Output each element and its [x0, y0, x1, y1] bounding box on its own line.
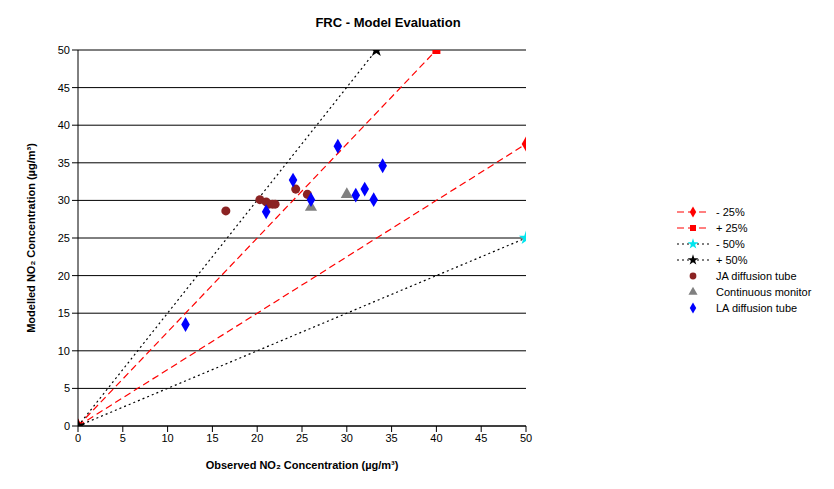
svg-text:40: 40 — [58, 119, 70, 131]
html-text:LA diffusion tube: LA diffusion tube — [716, 301, 798, 314]
svg-text:35: 35 — [58, 157, 70, 169]
svg-text:5: 5 — [120, 432, 126, 444]
svg-text:30: 30 — [58, 194, 70, 206]
html-text:- 25%: - 25% — [716, 205, 745, 218]
html-text:+ 25%: + 25% — [716, 221, 748, 234]
svg-text:25: 25 — [58, 232, 70, 244]
svg-text:35: 35 — [385, 432, 397, 444]
svg-text:15: 15 — [206, 432, 218, 444]
svg-text:25: 25 — [296, 432, 308, 444]
svg-text:45: 45 — [475, 432, 487, 444]
svg-text:15: 15 — [58, 307, 70, 319]
svg-text:40: 40 — [430, 432, 442, 444]
html-text:- 50%: - 50% — [716, 237, 745, 250]
html-text:Continuous monitor: Continuous monitor — [716, 285, 812, 298]
svg-text:20: 20 — [58, 270, 70, 282]
svg-text:50: 50 — [58, 44, 70, 56]
svg-text:0: 0 — [75, 432, 81, 444]
html-text:JA diffusion tube: JA diffusion tube — [716, 269, 797, 282]
svg-text:50: 50 — [520, 432, 532, 444]
svg-text:0: 0 — [64, 420, 70, 432]
html-text:FRC - Model Evaluation: FRC - Model Evaluation — [315, 15, 461, 30]
svg-text:Observed NO₂ Concentration (µg: Observed NO₂ Concentration (µg/m³) — [206, 459, 399, 471]
svg-text:Modelled NO₂ Concentration (µg: Modelled NO₂ Concentration (µg/m³) — [25, 143, 37, 333]
svg-text:10: 10 — [58, 345, 70, 357]
svg-text:45: 45 — [58, 82, 70, 94]
svg-text:5: 5 — [64, 382, 70, 394]
svg-text:30: 30 — [341, 432, 353, 444]
svg-text:20: 20 — [251, 432, 263, 444]
html-text:+ 50%: + 50% — [716, 253, 748, 266]
svg-text:10: 10 — [161, 432, 173, 444]
